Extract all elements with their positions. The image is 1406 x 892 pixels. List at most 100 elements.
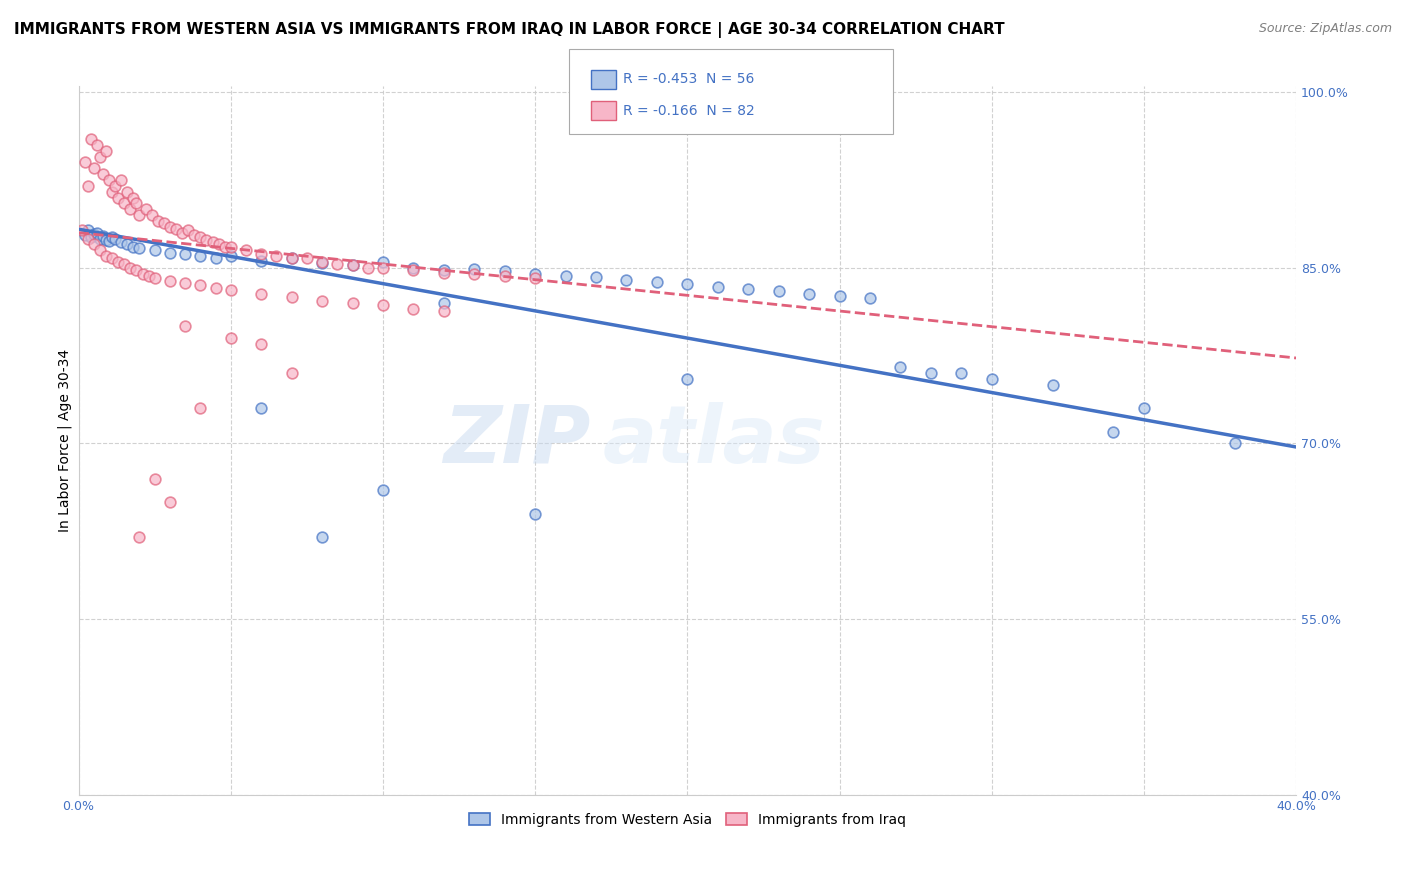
Point bbox=[250, 247, 273, 261]
Point bbox=[201, 235, 224, 249]
Point bbox=[128, 208, 150, 222]
Point bbox=[250, 286, 273, 301]
Point bbox=[83, 237, 105, 252]
Point bbox=[280, 366, 302, 380]
Point bbox=[131, 267, 153, 281]
Point bbox=[91, 167, 114, 181]
Point bbox=[110, 173, 132, 187]
Point bbox=[94, 233, 117, 247]
Point bbox=[98, 234, 121, 248]
Point bbox=[357, 260, 380, 275]
Point bbox=[86, 226, 108, 240]
Point bbox=[250, 401, 273, 416]
Point bbox=[463, 267, 485, 281]
Point bbox=[797, 286, 820, 301]
Point bbox=[219, 240, 242, 254]
Point bbox=[1133, 401, 1156, 416]
Point bbox=[219, 283, 242, 297]
Point bbox=[143, 271, 166, 285]
Point bbox=[280, 290, 302, 304]
Point bbox=[295, 252, 318, 266]
Point bbox=[371, 255, 394, 269]
Point bbox=[371, 483, 394, 498]
Point bbox=[174, 319, 197, 334]
Point bbox=[174, 247, 197, 261]
Point bbox=[98, 173, 121, 187]
Point bbox=[107, 191, 129, 205]
Point bbox=[76, 231, 98, 245]
Point bbox=[76, 223, 98, 237]
Point bbox=[235, 244, 257, 258]
Point bbox=[101, 185, 124, 199]
Point bbox=[1102, 425, 1125, 439]
Point bbox=[104, 231, 127, 245]
Y-axis label: In Labor Force | Age 30-34: In Labor Force | Age 30-34 bbox=[58, 349, 72, 533]
Point bbox=[889, 360, 911, 375]
Point bbox=[190, 278, 212, 293]
Point bbox=[342, 259, 364, 273]
Point bbox=[122, 240, 145, 254]
Point bbox=[70, 223, 93, 237]
Point bbox=[125, 196, 148, 211]
Point bbox=[524, 507, 547, 521]
Point bbox=[1225, 436, 1247, 450]
Point bbox=[138, 268, 160, 283]
Point bbox=[143, 472, 166, 486]
Point bbox=[80, 230, 103, 244]
Point bbox=[219, 331, 242, 345]
Point bbox=[311, 293, 333, 308]
Point bbox=[86, 137, 108, 152]
Point bbox=[737, 282, 759, 296]
Point bbox=[676, 277, 699, 292]
Point bbox=[311, 255, 333, 269]
Point bbox=[859, 291, 882, 305]
Point bbox=[190, 249, 212, 263]
Point bbox=[214, 240, 236, 254]
Point bbox=[676, 372, 699, 386]
Point bbox=[311, 256, 333, 270]
Text: R = -0.453  N = 56: R = -0.453 N = 56 bbox=[623, 72, 754, 87]
Point bbox=[280, 252, 302, 266]
Point bbox=[524, 267, 547, 281]
Point bbox=[120, 202, 142, 217]
Point bbox=[433, 266, 456, 280]
Point bbox=[207, 237, 229, 252]
Point bbox=[342, 296, 364, 310]
Point bbox=[219, 249, 242, 263]
Point bbox=[707, 279, 730, 293]
Point bbox=[920, 366, 942, 380]
Point bbox=[250, 337, 273, 351]
Point bbox=[125, 263, 148, 277]
Point bbox=[190, 401, 212, 416]
Point bbox=[828, 289, 851, 303]
Point bbox=[101, 230, 124, 244]
Point bbox=[143, 244, 166, 258]
Point bbox=[195, 233, 218, 247]
Point bbox=[494, 268, 516, 283]
Point bbox=[980, 372, 1002, 386]
Point bbox=[159, 495, 181, 509]
Point bbox=[342, 259, 364, 273]
Point bbox=[83, 161, 105, 176]
Point bbox=[80, 132, 103, 146]
Point bbox=[89, 150, 111, 164]
Point bbox=[91, 229, 114, 244]
Point bbox=[371, 260, 394, 275]
Point bbox=[645, 275, 668, 289]
Point bbox=[135, 202, 157, 217]
Point bbox=[120, 260, 142, 275]
Point bbox=[326, 257, 349, 271]
Point bbox=[73, 228, 96, 243]
Point bbox=[402, 263, 425, 277]
Point bbox=[266, 249, 288, 263]
Point bbox=[204, 252, 226, 266]
Point bbox=[250, 253, 273, 268]
Point bbox=[159, 219, 181, 234]
Point bbox=[494, 264, 516, 278]
Point bbox=[950, 366, 973, 380]
Point bbox=[172, 226, 194, 240]
Point bbox=[616, 272, 638, 286]
Text: ZIP: ZIP bbox=[443, 401, 591, 480]
Point bbox=[190, 230, 212, 244]
Point bbox=[433, 296, 456, 310]
